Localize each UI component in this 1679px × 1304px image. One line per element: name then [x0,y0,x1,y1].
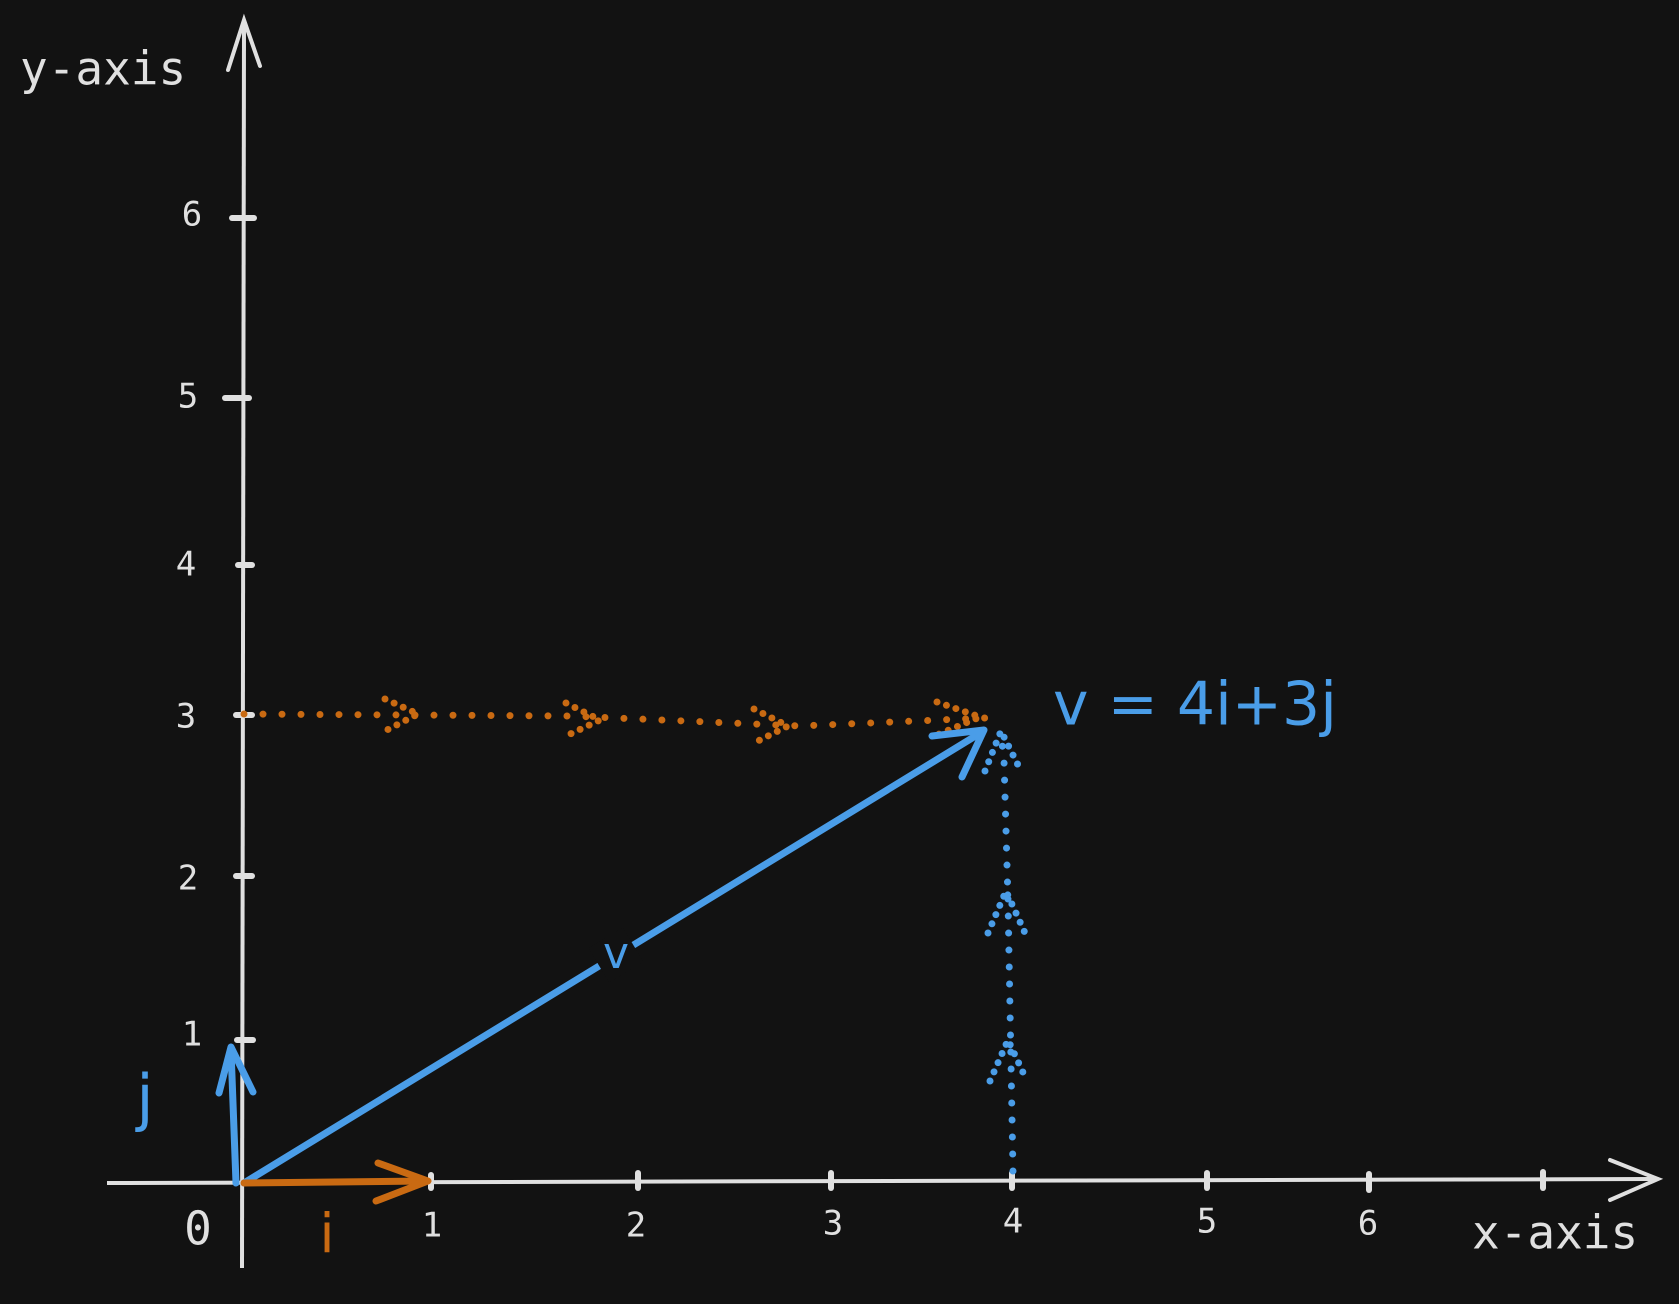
label-gap [588,927,644,983]
vector-j [227,1046,240,1187]
y-tick-label: 1 [182,1015,202,1055]
y-tick-label: 4 [176,545,196,585]
guide-chevrons [981,722,1031,1085]
vector-j-head [215,1043,257,1097]
x-tick-labels: 1 2 3 4 5 6 [422,1202,1378,1246]
vector-v-head [928,726,988,781]
y-axis-line [240,21,246,1269]
vector-equation: v = 4i+3j [1053,670,1337,740]
y-axis-arrowhead [226,13,262,72]
y-axis-label: y-axis [20,42,186,96]
y-tick-label: 5 [178,377,198,417]
x-tick-label: 5 [1197,1202,1217,1242]
x-ticks [428,1169,1546,1193]
origin-label: 0 [184,1202,212,1256]
y-tick-labels: 1 2 3 4 5 6 [176,195,202,1055]
y-tick-label: 6 [182,195,202,235]
vector-j-label: j [134,1061,153,1134]
x-tick-label: 4 [1003,1202,1023,1242]
vector-v-label: v [603,928,629,979]
x-component-guide [240,710,989,730]
y-component-guide [997,730,1017,1175]
vector-i [240,1177,429,1187]
guide-chevrons [381,695,990,747]
y-tick-label: 2 [178,859,198,899]
chevron [381,695,427,735]
x-tick-label: 2 [626,1206,646,1246]
chevron [562,699,609,740]
x-tick-label: 1 [422,1206,442,1246]
x-axis-arrowhead [1608,1158,1664,1202]
vector-i-head [372,1159,432,1205]
x-axis-label: x-axis [1472,1206,1638,1260]
x-tick-label: 3 [823,1204,843,1244]
chevron [933,698,990,739]
y-tick-label: 3 [176,697,196,737]
vector-i-label: i [319,1203,334,1266]
chevron [981,722,1025,775]
x-tick-label: 6 [1358,1204,1378,1244]
chevron [750,705,796,747]
